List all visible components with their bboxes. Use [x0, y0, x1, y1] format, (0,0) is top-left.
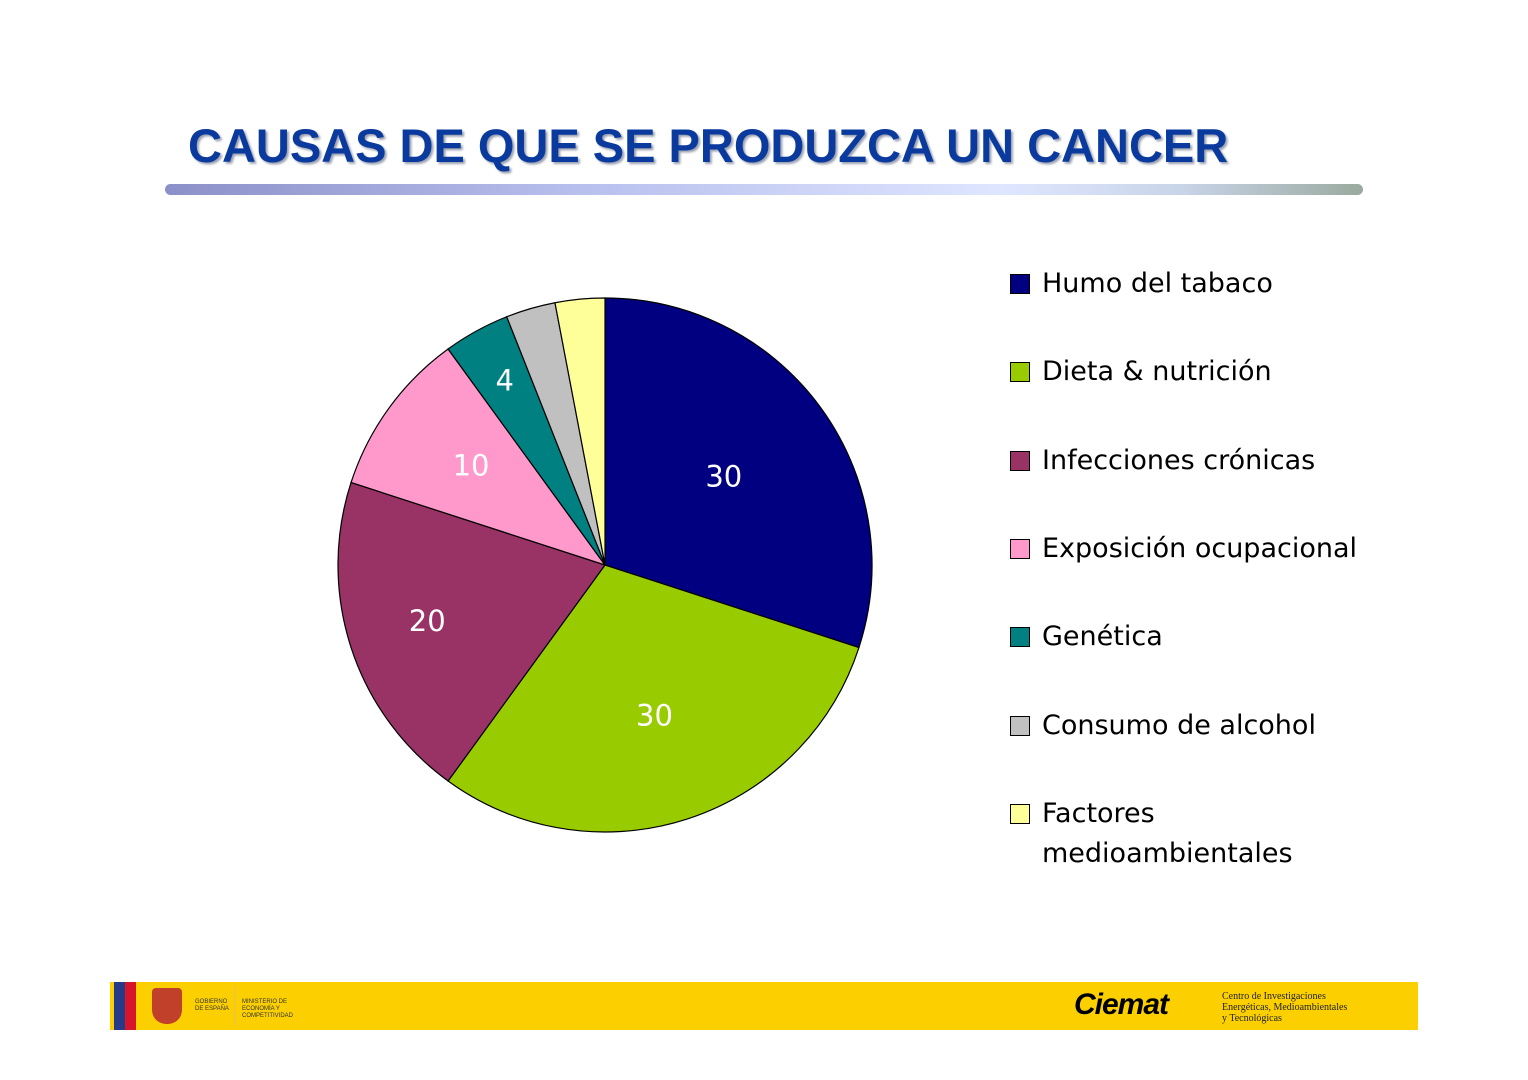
divider	[234, 986, 235, 1026]
spain-flag-logo	[114, 982, 136, 1030]
pie-slice-6	[554, 297, 606, 566]
legend-item: Exposición ocupacional	[1010, 533, 1410, 569]
slice-data-label: 20	[409, 604, 446, 638]
legend-label: Exposición ocupacional	[1042, 532, 1358, 564]
pie-chart: 30 30 20 10 4	[337, 297, 873, 833]
legend-label: Consumo de alcohol	[1042, 709, 1316, 741]
slice-data-label: 30	[636, 698, 673, 732]
legend-swatch	[1010, 274, 1030, 294]
legend-item: Dieta & nutrición	[1010, 356, 1410, 392]
slice-data-label: 10	[453, 449, 490, 483]
legend-item: Humo del tabaco	[1010, 268, 1410, 304]
slice-data-label: 30	[705, 460, 742, 494]
legend-label: Infecciones crónicas	[1042, 444, 1316, 476]
legend-label: Factores medioambientales	[1042, 797, 1293, 869]
ciemat-sub-line: y Tecnológicas	[1222, 1013, 1282, 1024]
legend-item: Factores medioambientales	[1010, 798, 1410, 874]
legend-swatch	[1010, 538, 1030, 559]
legend-item: Genética	[1010, 621, 1410, 657]
ciemat-subtitle: Centro de Investigaciones Energéticas, M…	[1222, 991, 1347, 1024]
legend-item: Consumo de alcohol	[1010, 710, 1410, 746]
ciemat-logo: Ciemat	[1074, 988, 1169, 1021]
legend-swatch	[1010, 627, 1030, 648]
ciemat-sub-line: Energéticas, Medioambientales	[1222, 1002, 1348, 1013]
coat-of-arms-logo	[152, 988, 182, 1024]
gobierno-text: GOBIERNO DE ESPAÑA	[195, 999, 229, 1012]
pie-slice-0	[604, 297, 873, 649]
legend-swatch	[1010, 362, 1030, 383]
pie-slice-3	[350, 348, 607, 567]
slice-data-label: 4	[495, 364, 513, 398]
page-title: CAUSAS DE QUE SE PRODUZCA UN CANCER	[188, 119, 1229, 172]
legend-swatch	[1010, 715, 1030, 736]
pie-slice-2	[337, 481, 606, 782]
footer-bar: GOBIERNO DE ESPAÑA MINISTERIO DE ECONOMÍ…	[110, 982, 1418, 1030]
legend-item: Infecciones crónicas	[1010, 445, 1410, 481]
ministerio-text: MINISTERIO DE ECONOMÍA Y COMPETITIVIDAD	[242, 999, 294, 1019]
legend-swatch	[1010, 803, 1030, 824]
title-underline	[165, 184, 1363, 195]
legend-label: Humo del tabaco	[1042, 268, 1273, 299]
legend-swatch	[1010, 450, 1030, 471]
pie-slice-1	[447, 564, 860, 833]
ciemat-sub-line: Centro de Investigaciones	[1222, 991, 1326, 1002]
legend-label: Genética	[1042, 621, 1163, 653]
legend-label: Dieta & nutrición	[1042, 356, 1272, 388]
